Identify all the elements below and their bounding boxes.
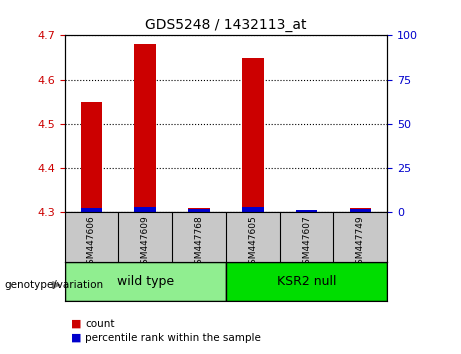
Bar [135,207,156,212]
Text: KSR2 null: KSR2 null [277,275,337,288]
Bar [81,102,102,212]
Bar [226,262,387,301]
Title: GDS5248 / 1432113_at: GDS5248 / 1432113_at [145,18,307,32]
Bar [349,208,371,212]
Text: genotype/variation: genotype/variation [5,280,104,290]
FancyArrowPatch shape [53,282,59,288]
Bar [81,208,102,212]
Bar [242,207,264,212]
Text: ■: ■ [71,319,82,329]
Text: ■: ■ [71,333,82,343]
Bar [65,262,226,301]
Bar [135,44,156,212]
Text: wild type: wild type [117,275,174,288]
Bar [188,209,210,212]
Bar [296,210,317,212]
Text: GSM447609: GSM447609 [141,215,150,270]
Text: percentile rank within the sample: percentile rank within the sample [85,333,261,343]
Text: count: count [85,319,115,329]
Text: GSM447607: GSM447607 [302,215,311,270]
Text: GSM447605: GSM447605 [248,215,257,270]
Bar [242,57,264,212]
Bar [188,208,210,212]
Text: GSM447768: GSM447768 [195,215,203,270]
Text: GSM447606: GSM447606 [87,215,96,270]
Text: GSM447749: GSM447749 [356,215,365,269]
Bar [349,209,371,212]
